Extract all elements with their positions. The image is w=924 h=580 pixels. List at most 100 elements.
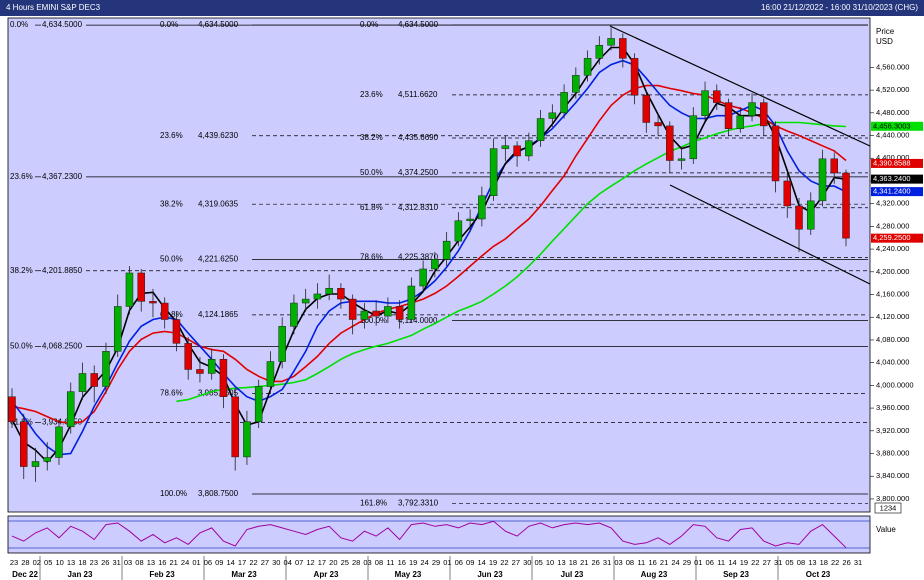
candle-body xyxy=(654,122,662,127)
fib-level-value: 4,319.0635 xyxy=(198,199,239,208)
fib-level-value: 3,808.7500 xyxy=(198,489,239,498)
candle-body xyxy=(43,457,51,462)
x-tick-label: 22 xyxy=(831,558,839,567)
x-tick-label: 17 xyxy=(318,558,326,567)
candle-body xyxy=(160,302,169,320)
x-tick-label: 27 xyxy=(763,558,771,567)
candle-body xyxy=(78,373,87,392)
x-tick-label: 06 xyxy=(204,558,212,567)
y-tick-label: 4,280.000 xyxy=(876,221,909,230)
y-tick-label: 4,120.000 xyxy=(876,312,909,321)
candle-body xyxy=(607,38,615,46)
fib-level-pct: 38.2% xyxy=(360,133,383,142)
x-tick-label: 03 xyxy=(363,558,371,567)
candle-body xyxy=(689,115,698,160)
candle-body xyxy=(395,306,404,320)
x-tick-label: 31 xyxy=(854,558,862,567)
candle-body xyxy=(572,75,580,93)
x-tick-label: 09 xyxy=(466,558,474,567)
fib-level-value: 4,435.6690 xyxy=(398,133,439,142)
x-month-label: Dec 22 xyxy=(12,570,38,579)
candle-body xyxy=(771,125,780,182)
candle-body xyxy=(818,158,827,202)
candle-body xyxy=(19,421,28,467)
fib-level-value: 4,124.1865 xyxy=(198,310,239,319)
y-tick-label: 4,000.0000 xyxy=(876,380,914,389)
price-tag xyxy=(871,187,923,197)
candle-body xyxy=(137,272,145,302)
fib-level-pct: 38.2% xyxy=(160,199,183,208)
x-tick-label: 26 xyxy=(592,558,600,567)
candle-body xyxy=(795,205,803,230)
x-tick-label: 08 xyxy=(135,558,143,567)
fib-level-pct: 23.6% xyxy=(10,172,33,181)
x-tick-label: 06 xyxy=(455,558,463,567)
x-tick-label: 28 xyxy=(21,558,29,567)
moving-average-line xyxy=(11,46,847,464)
y-tick-label: 3,840.000 xyxy=(876,471,909,480)
y-tick-label: 4,320.000 xyxy=(876,199,909,208)
candle-body xyxy=(172,319,181,344)
y-axis-unit: USD xyxy=(876,37,893,46)
x-tick-label: 31 xyxy=(112,558,120,567)
candle-body xyxy=(536,118,545,141)
x-tick-label: 13 xyxy=(67,558,75,567)
x-tick-label: 18 xyxy=(820,558,828,567)
candle-body xyxy=(619,38,627,59)
x-tick-label: 18 xyxy=(78,558,86,567)
fib-level-value: 4,367.2300 xyxy=(42,172,83,181)
candle-body xyxy=(442,240,451,260)
candle-body xyxy=(478,195,486,220)
price-tag xyxy=(871,121,923,131)
candle-body xyxy=(454,220,463,242)
x-tick-label: 13 xyxy=(147,558,155,567)
fib-level-pct: 61.8% xyxy=(360,203,383,212)
x-tick-label: 28 xyxy=(352,558,360,567)
candle-body xyxy=(290,302,298,327)
x-month-label: May 23 xyxy=(395,570,422,579)
fib-level-pct: 23.6% xyxy=(160,131,183,140)
candle-body xyxy=(360,310,369,320)
x-tick-label: 09 xyxy=(215,558,223,567)
scale-button-label[interactable]: 1234 xyxy=(880,503,897,512)
candle-body xyxy=(266,361,275,387)
x-tick-label: 16 xyxy=(398,558,406,567)
y-tick-label: 3,920.000 xyxy=(876,426,909,435)
fib-level-value: 4,225.3870 xyxy=(398,253,439,262)
x-tick-label: 27 xyxy=(512,558,520,567)
fib-level-value: 4,114.0000 xyxy=(398,316,438,325)
scale-button[interactable] xyxy=(874,502,902,514)
x-month-label: Oct 23 xyxy=(806,570,831,579)
candle-body xyxy=(560,92,568,114)
y-tick-label: 3,800.000 xyxy=(876,494,909,503)
x-tick-label: 13 xyxy=(557,558,565,567)
candle-body xyxy=(66,391,75,428)
fib-level-pct: 50.0% xyxy=(360,168,383,177)
fib-level-value: 4,201.8850 xyxy=(42,266,83,275)
candle-body xyxy=(525,140,533,157)
candle-body xyxy=(149,301,157,304)
price-tag xyxy=(871,174,923,184)
x-tick-label: 22 xyxy=(751,558,759,567)
candle-body xyxy=(301,298,310,304)
indicator-area xyxy=(7,515,871,554)
fib-level-pct: 50.0% xyxy=(10,342,33,351)
x-tick-label: 17 xyxy=(238,558,246,567)
fib-level-value: 3,792.3310 xyxy=(398,498,439,507)
candle-body xyxy=(184,343,192,370)
fib-level-value: 4,068.2500 xyxy=(42,342,83,351)
x-tick-label: 23 xyxy=(10,558,18,567)
x-tick-label: 26 xyxy=(101,558,109,567)
candle-body xyxy=(783,180,792,207)
x-tick-label: 06 xyxy=(706,558,714,567)
x-tick-label: 30 xyxy=(523,558,531,567)
x-tick-label: 14 xyxy=(477,558,485,567)
x-tick-label: 11 xyxy=(386,558,394,567)
fib-level-value: 4,634.5000 xyxy=(398,20,439,29)
candle-body xyxy=(736,115,745,129)
x-month-label: Sep 23 xyxy=(723,570,749,579)
candle-body xyxy=(677,158,686,161)
candle-body xyxy=(548,112,557,119)
candle-body xyxy=(431,259,439,270)
candle-body xyxy=(207,359,216,374)
